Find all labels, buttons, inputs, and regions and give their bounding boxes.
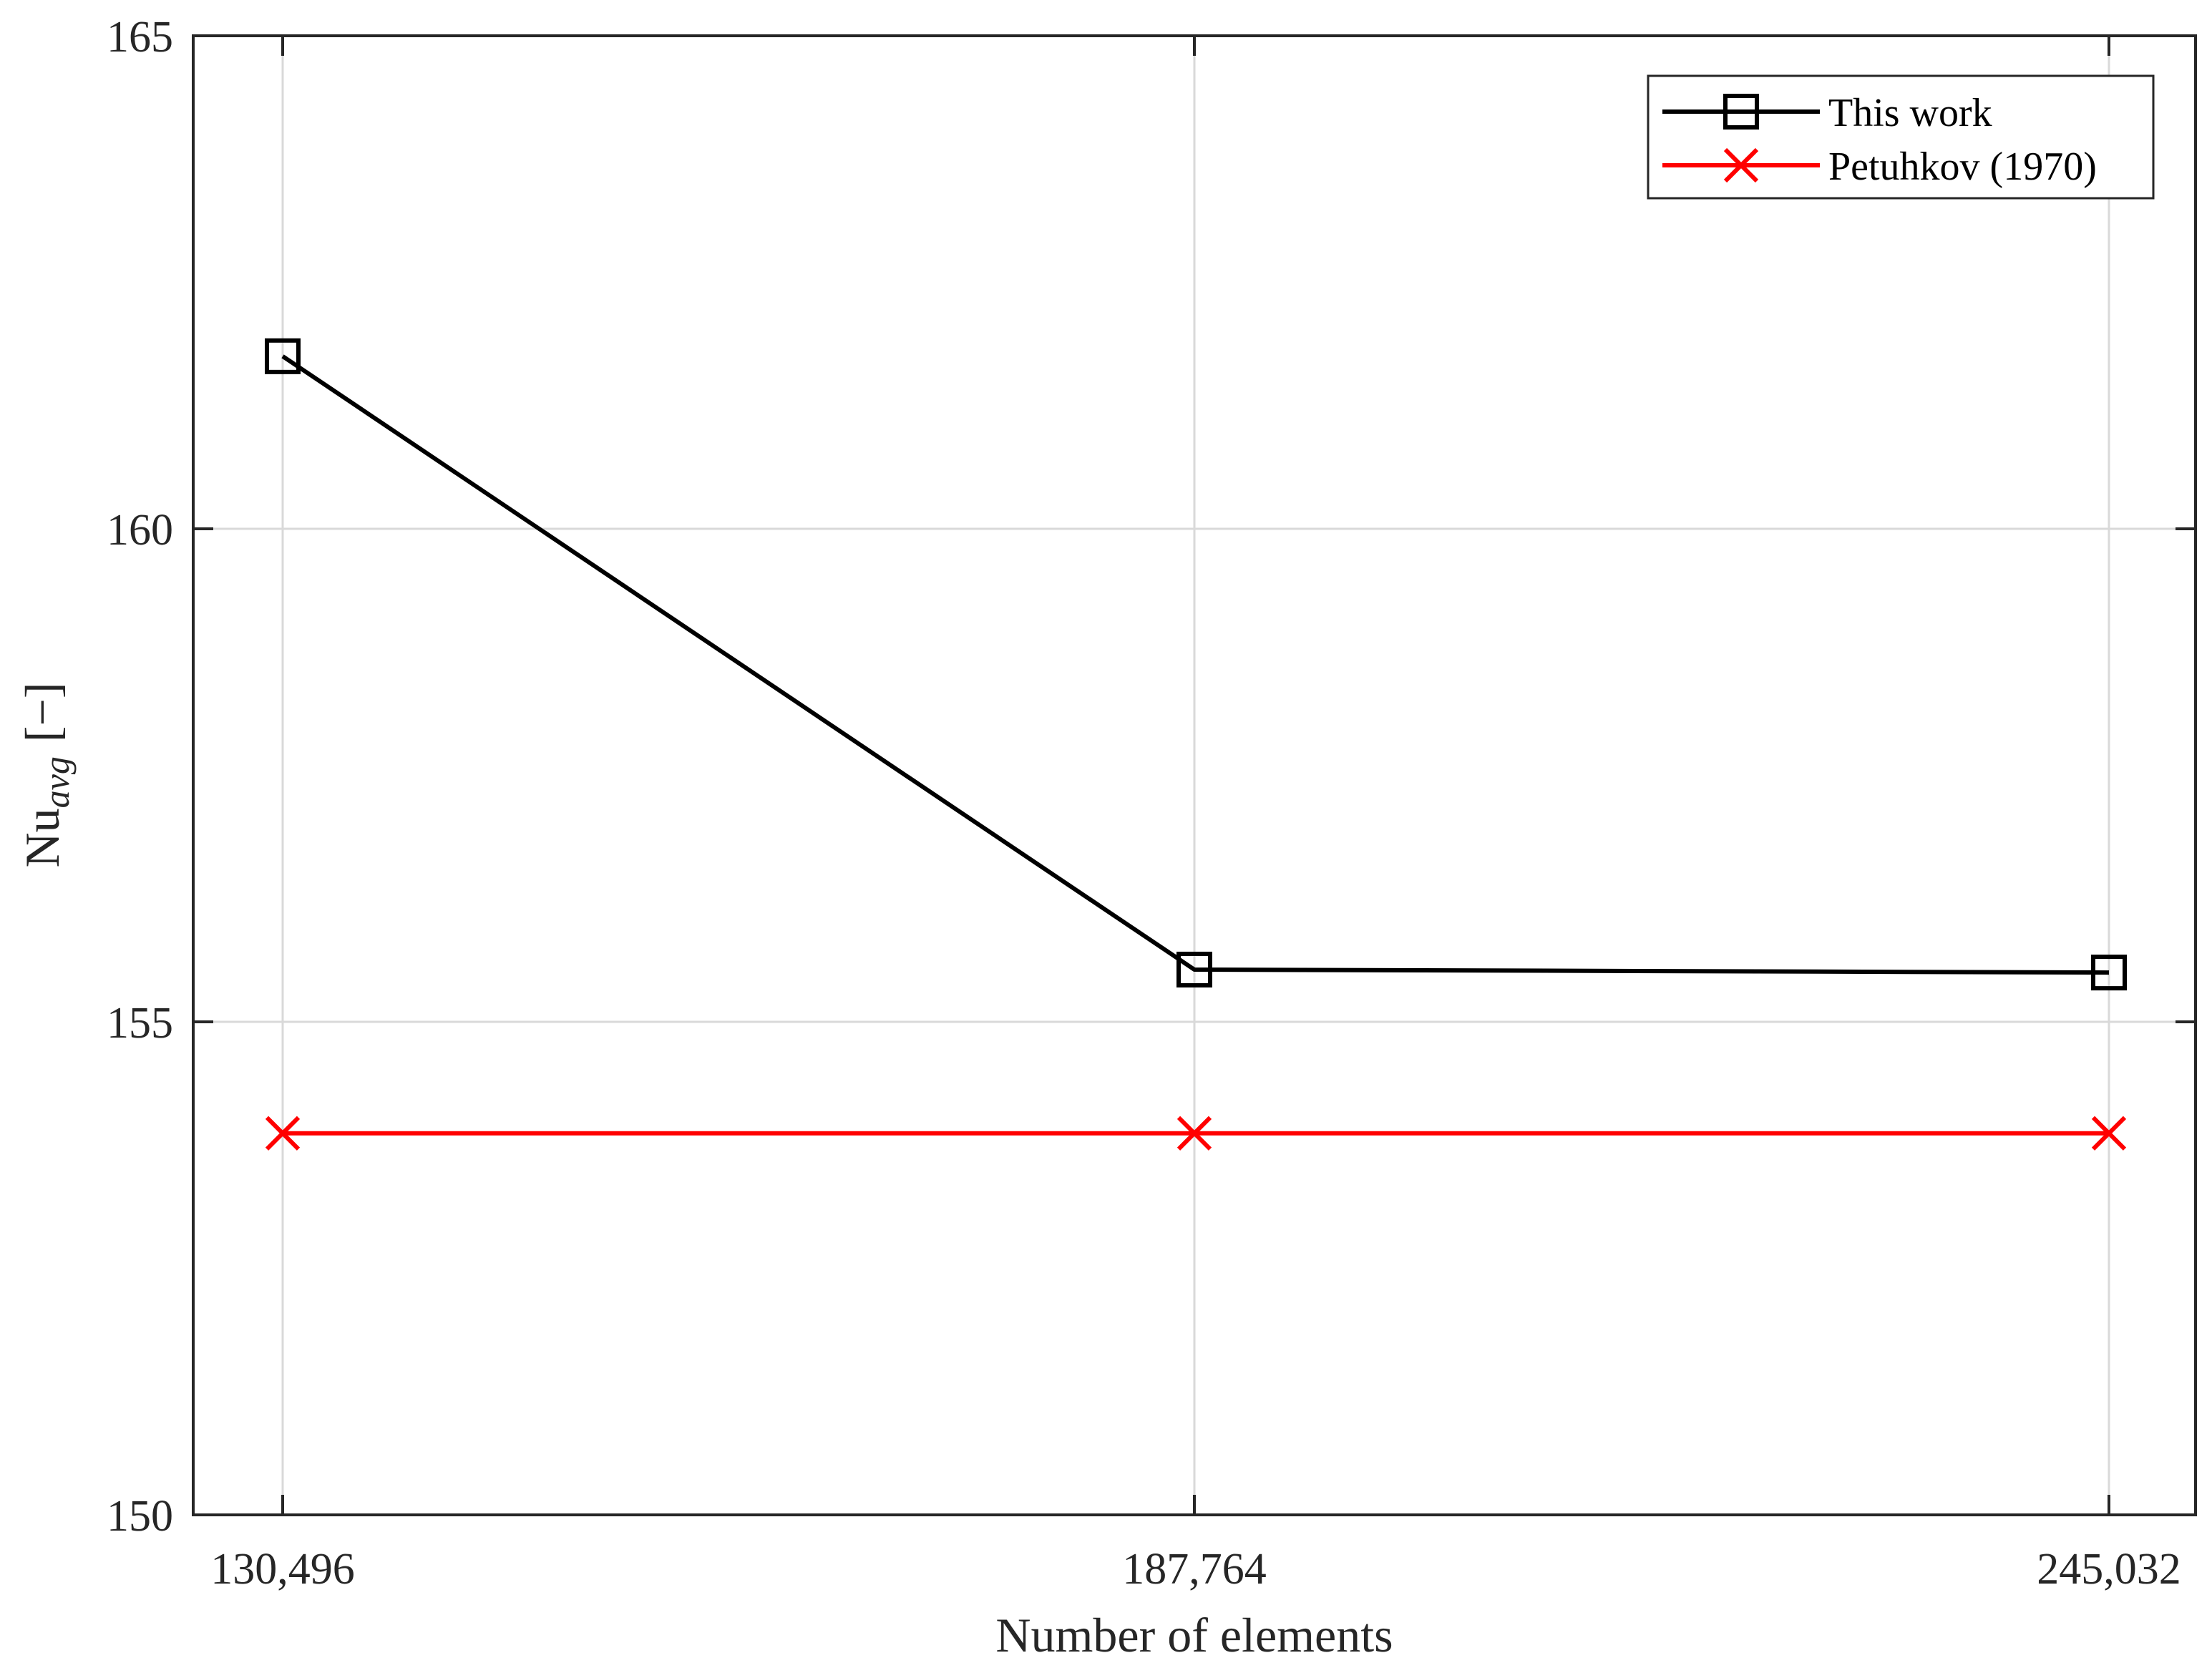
series-0 — [265, 338, 2127, 991]
series-line — [281, 354, 2110, 975]
data-point — [2091, 955, 2127, 991]
y-tick-label: 160 — [107, 506, 173, 555]
data-point — [265, 338, 301, 374]
y-tick-label: 150 — [107, 1492, 173, 1541]
ticks — [193, 34, 2196, 1516]
x-tick-label: 130,496 — [210, 1545, 355, 1594]
x-axis-label: Number of elements — [995, 1608, 1393, 1662]
data-point — [1176, 951, 1212, 987]
x-tick-label: 245,032 — [2037, 1545, 2181, 1594]
y-axis-label: Nuavg [−] — [15, 683, 77, 868]
x-tick-label: 187,764 — [1122, 1545, 1267, 1594]
legend-marker-this-work — [1723, 94, 1759, 130]
y-axis-label-unit: [−] — [15, 683, 69, 743]
x-tick-labels: 130,496 187,764 245,032 — [210, 1545, 2181, 1594]
series-layer — [265, 338, 2127, 1151]
legend-label-petuhkov: Petuhkov (1970) — [1828, 145, 2097, 189]
data-point — [2091, 1116, 2127, 1151]
data-point — [1176, 1116, 1212, 1151]
y-tick-label: 165 — [107, 13, 173, 62]
y-tick-label: 155 — [107, 999, 173, 1048]
data-point — [265, 1116, 301, 1151]
legend-marker-petuhkov — [1723, 147, 1759, 183]
series-1 — [265, 1116, 2127, 1151]
y-tick-labels: 150 155 160 165 — [107, 13, 173, 1541]
legend-label-this-work: This work — [1828, 91, 1992, 135]
legend: This work Petuhkov (1970) — [1647, 74, 2155, 200]
y-axis-label-subscript: avg — [36, 756, 77, 808]
y-axis-label-base: Nu — [15, 808, 69, 867]
